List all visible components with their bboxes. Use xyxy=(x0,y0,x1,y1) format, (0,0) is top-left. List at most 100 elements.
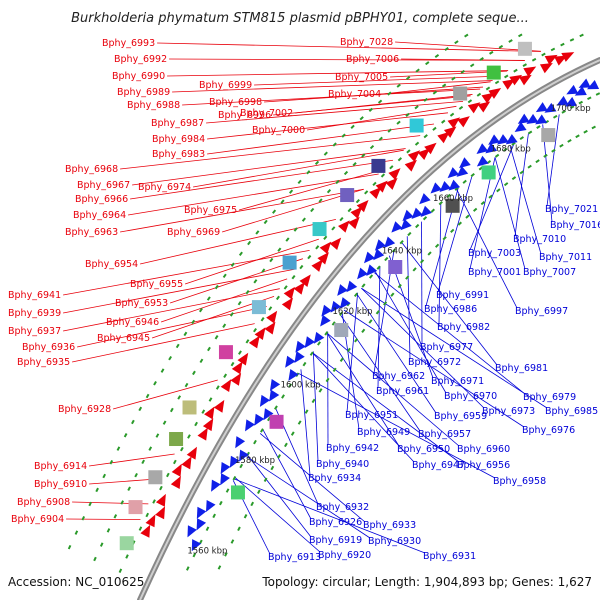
reverse-strand-feature xyxy=(384,236,396,249)
forward-gene-label: Bphy_6987 xyxy=(151,118,204,129)
forward-gene-label: Bphy_6992 xyxy=(114,54,167,65)
track-dot xyxy=(293,227,298,232)
forward-leader-line xyxy=(120,188,364,233)
reverse-gene-label: Bphy_6960 xyxy=(457,444,510,455)
forward-leader-line xyxy=(63,268,295,314)
track-dot xyxy=(399,240,404,245)
forward-strand-feature xyxy=(457,116,470,128)
track-dot xyxy=(288,383,293,388)
reverse-leader-line xyxy=(246,456,371,539)
track-dot xyxy=(183,331,188,337)
forward-leader-line xyxy=(193,149,404,188)
track-dot xyxy=(280,199,285,204)
track-dot xyxy=(522,63,527,67)
reverse-gene-label: Bphy_7011 xyxy=(539,252,592,263)
reverse-gene-label: Bphy_6932 xyxy=(316,502,369,513)
track-dot xyxy=(543,153,548,158)
track-dot xyxy=(341,133,346,138)
track-dot xyxy=(442,236,447,241)
track-dot xyxy=(253,327,257,333)
track-dot xyxy=(290,431,295,436)
track-dot xyxy=(88,501,92,507)
reverse-strand-feature xyxy=(526,113,539,125)
reverse-gene-label: Bphy_7016 xyxy=(550,220,600,231)
track-dot xyxy=(214,335,219,340)
forward-gene-label: Bphy_7002 xyxy=(240,108,293,119)
track-dot xyxy=(480,201,486,206)
reverse-strand-feature xyxy=(254,413,265,426)
reverse-gene-label: Bphy_6977 xyxy=(420,342,473,353)
forward-strand-feature xyxy=(264,321,276,335)
forward-gene-label: Bphy_6988 xyxy=(127,100,180,111)
track-dot xyxy=(257,489,261,494)
reverse-gene-label: Bphy_6950 xyxy=(397,444,450,455)
forward-strand-feature xyxy=(231,361,243,375)
forward-leader-line xyxy=(395,41,542,52)
forward-gene-label: Bphy_6946 xyxy=(106,317,159,328)
reverse-leader-line xyxy=(298,372,496,479)
forward-strand-feature xyxy=(554,55,568,66)
track-dot xyxy=(309,351,314,356)
track-dot xyxy=(95,487,99,493)
track-dot xyxy=(368,274,374,279)
track-dot xyxy=(503,147,508,152)
track-dot xyxy=(519,170,524,175)
track-dot xyxy=(579,33,584,38)
reverse-leader-line xyxy=(262,428,312,520)
forward-leader-line xyxy=(77,306,267,348)
forward-gene-label: Bphy_6936 xyxy=(22,342,75,353)
track-dot xyxy=(414,141,420,146)
forward-leader-line xyxy=(157,42,541,52)
forward-strand-feature xyxy=(404,159,417,172)
track-dot xyxy=(496,188,501,193)
track-dot xyxy=(332,142,337,147)
track-dot xyxy=(536,125,541,129)
gene-block-feature xyxy=(182,400,197,415)
track-dot xyxy=(343,170,349,176)
track-dot xyxy=(361,153,366,158)
track-dot xyxy=(479,57,484,61)
track-dot xyxy=(511,176,517,181)
reverse-strand-feature xyxy=(459,157,471,169)
track-dot xyxy=(527,164,532,169)
reverse-leader-line xyxy=(494,157,526,270)
reverse-leader-line xyxy=(339,314,421,432)
forward-strand-feature xyxy=(443,126,457,138)
reverse-gene-label: Bphy_6940 xyxy=(316,459,369,470)
reverse-leader-line xyxy=(514,133,529,237)
reverse-strand-feature xyxy=(187,525,197,538)
track-dot xyxy=(113,514,118,519)
track-dot xyxy=(297,420,302,425)
forward-strand-feature xyxy=(186,446,197,460)
forward-gene-label: Bphy_6928 xyxy=(58,404,111,415)
forward-gene-label: Bphy_6953 xyxy=(115,298,168,309)
track-dot xyxy=(230,262,235,267)
forward-gene-label: Bphy_6967 xyxy=(77,180,130,191)
track-dot xyxy=(441,119,446,124)
forward-strand-feature xyxy=(248,335,260,349)
track-dot xyxy=(148,446,153,451)
track-dot xyxy=(535,159,540,164)
gene-labels: Bphy_6993 Bphy_6992 Bphy_6990 Bphy_6999 Bphy… xyxy=(8,37,600,563)
forward-leader-line xyxy=(128,173,379,216)
forward-strand-feature xyxy=(293,282,305,295)
gene-block-feature xyxy=(517,41,532,56)
reverse-strand-feature xyxy=(321,304,332,317)
reverse-strand-feature xyxy=(517,113,530,124)
track-dot xyxy=(125,554,129,559)
track-dot xyxy=(224,552,228,557)
reverse-strand-feature xyxy=(402,209,414,222)
track-dot xyxy=(469,63,475,68)
reverse-strand-feature xyxy=(373,248,385,261)
reverse-strand-feature xyxy=(476,143,489,154)
forward-strand-feature xyxy=(220,379,232,393)
track-dot xyxy=(378,136,383,141)
reverse-leader-line xyxy=(456,188,518,309)
track-dot xyxy=(162,420,167,425)
gene-block-feature xyxy=(282,255,297,270)
track-dot xyxy=(412,267,417,272)
track-dot xyxy=(339,216,344,222)
forward-strand-feature xyxy=(171,463,182,477)
track-dot xyxy=(237,300,242,306)
track-dot xyxy=(208,397,213,402)
